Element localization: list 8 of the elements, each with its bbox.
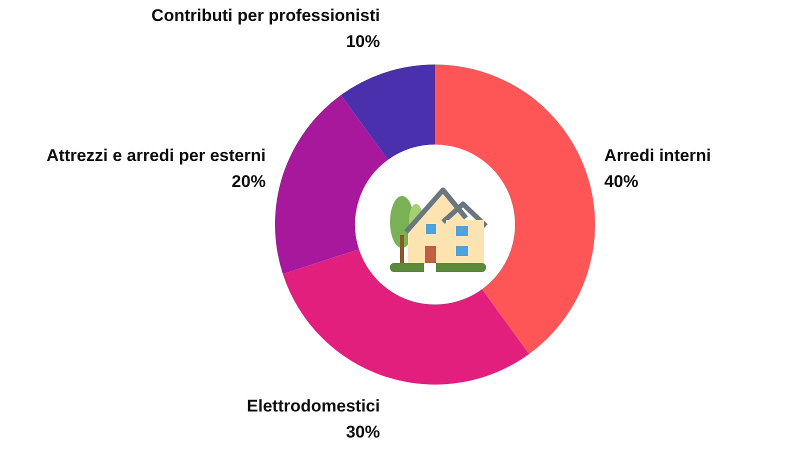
slice-label: Attrezzi e arredi per esterni: [46, 146, 266, 166]
data-label: 20%: [232, 172, 266, 192]
data-label: 40%: [604, 172, 638, 192]
data-label: 10%: [346, 32, 380, 51]
data-label: 30%: [346, 422, 380, 442]
slice-label: Contributi per professionisti: [151, 6, 380, 25]
slice-label: Arredi interni: [604, 146, 712, 166]
slice-label: Elettrodomestici: [246, 396, 380, 416]
